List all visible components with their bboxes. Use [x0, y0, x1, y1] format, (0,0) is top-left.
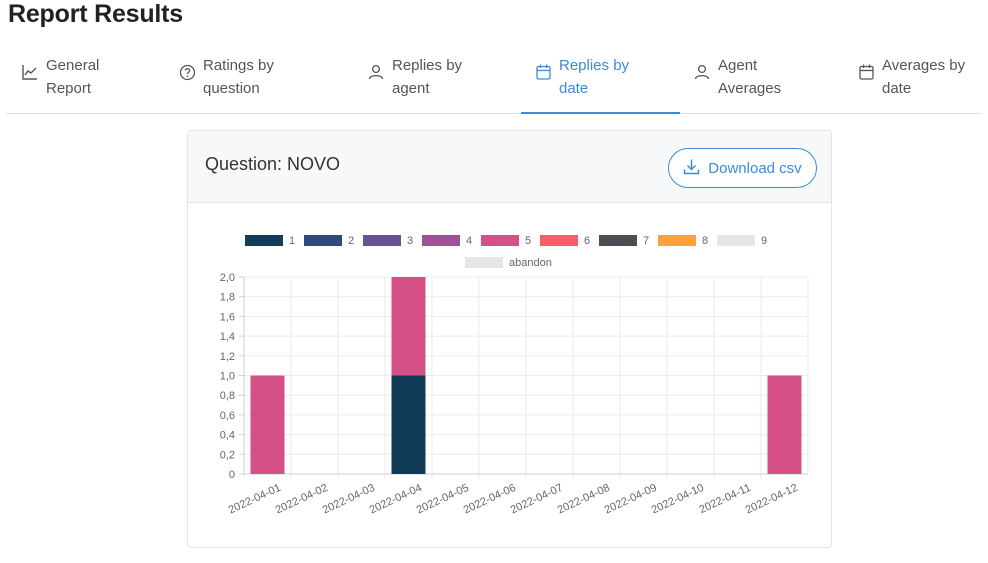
x-tick-label: 2022-04-09 — [603, 482, 659, 517]
y-tick-label: 0,2 — [220, 449, 235, 461]
line-chart-icon — [20, 62, 40, 82]
tab-label: agent — [392, 80, 430, 97]
calendar-icon — [856, 62, 876, 82]
x-tick-label: 2022-04-01 — [227, 482, 283, 517]
bar-segment — [250, 375, 285, 474]
x-tick-label: 2022-04-02 — [274, 482, 330, 517]
x-tick-label: 2022-04-05 — [415, 482, 471, 517]
tab-general-report[interactable]: General Report — [20, 46, 170, 114]
x-tick-label: 2022-04-10 — [650, 482, 706, 517]
legend-label: 8 — [702, 235, 708, 247]
tab-label: date — [882, 80, 912, 97]
legend-swatch — [658, 235, 696, 246]
y-tick-label: 1,6 — [220, 311, 235, 323]
legend-label: 7 — [643, 235, 649, 247]
y-tick-label: 0 — [229, 469, 235, 481]
question-card: Question: NOVO Download csv — [187, 130, 832, 548]
user-icon — [692, 62, 712, 82]
y-tick-label: 0,8 — [220, 390, 235, 402]
legend-label: 9 — [761, 235, 767, 247]
legend-label: abandon — [509, 257, 552, 269]
legend-label: 4 — [466, 235, 472, 247]
tab-label: Averages — [718, 80, 782, 97]
legend-swatch — [465, 257, 503, 268]
x-tick-label: 2022-04-06 — [462, 482, 518, 517]
download-csv-button[interactable]: Download csv — [668, 148, 817, 188]
y-tick-label: 1,2 — [220, 351, 235, 363]
y-tick-label: 2,0 — [220, 272, 235, 284]
download-csv-label: Download csv — [708, 159, 802, 177]
page-title: Report Results — [8, 0, 184, 28]
y-tick-label: 1,8 — [220, 292, 235, 304]
tab-label: Replies by — [559, 57, 630, 74]
x-tick-label: 2022-04-04 — [368, 482, 424, 517]
legend-swatch — [481, 235, 519, 246]
tab-label: Ratings by — [203, 57, 274, 74]
bar-segment — [391, 375, 426, 474]
legend-label: 5 — [525, 235, 531, 247]
y-tick-label: 0,6 — [220, 410, 235, 422]
legend-swatch — [540, 235, 578, 246]
tab-label: date — [559, 80, 589, 97]
card-header: Question: NOVO Download csv — [188, 131, 831, 203]
x-tick-label: 2022-04-08 — [556, 482, 612, 517]
tab-ratings-by-question[interactable]: Ratings by question — [177, 46, 347, 114]
report-tabs: General Report Ratings by question Replies… — [6, 46, 982, 114]
x-tick-label: 2022-04-11 — [697, 482, 752, 516]
legend-label: 2 — [348, 235, 354, 247]
legend-swatch — [245, 235, 283, 246]
tab-label: Agent — [718, 57, 758, 74]
question-circle-icon — [177, 62, 197, 82]
tab-label: Averages by — [882, 57, 966, 74]
legend-swatch — [599, 235, 637, 246]
tab-label: question — [203, 80, 260, 97]
x-tick-label: 2022-04-03 — [321, 482, 377, 517]
y-tick-label: 1,4 — [220, 331, 235, 343]
tab-replies-by-date[interactable]: Replies by date — [521, 46, 680, 114]
tab-label: Report — [46, 80, 92, 97]
tab-averages-by-date[interactable]: Averages by date — [856, 46, 982, 114]
x-tick-label: 2022-04-07 — [509, 482, 565, 517]
legend-swatch — [363, 235, 401, 246]
x-tick-label: 2022-04-12 — [744, 482, 800, 517]
download-icon — [683, 158, 700, 179]
y-tick-label: 0,4 — [220, 430, 235, 442]
y-tick-label: 1,0 — [220, 371, 235, 383]
legend-swatch — [717, 235, 755, 246]
tab-label: Replies by — [392, 57, 463, 74]
legend-label: 1 — [289, 235, 295, 247]
tab-agent-averages[interactable]: Agent Averages — [692, 46, 842, 114]
bar-segment — [391, 277, 426, 376]
legend-swatch — [304, 235, 342, 246]
card-title: Question: NOVO — [205, 154, 341, 174]
legend-label: 3 — [407, 235, 413, 247]
bar-segment — [767, 375, 802, 474]
legend-label: 6 — [584, 235, 590, 247]
calendar-icon — [533, 62, 553, 82]
tab-replies-by-agent[interactable]: Replies by agent — [366, 46, 516, 114]
user-icon — [366, 62, 386, 82]
tab-label: General — [46, 57, 100, 74]
legend-swatch — [422, 235, 460, 246]
